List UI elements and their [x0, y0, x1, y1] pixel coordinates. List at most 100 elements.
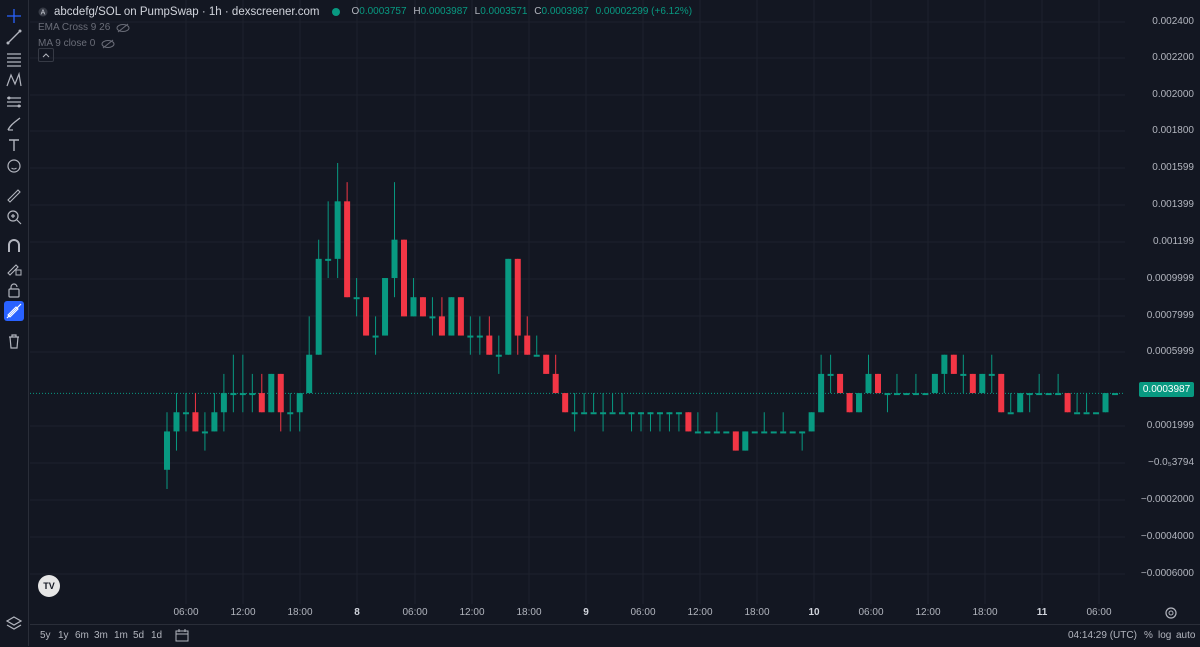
- candle-up: [600, 412, 607, 415]
- bottom-bar: 5y 1y 6m 3m 1m 5d 1d 04:14:29 (UTC) % lo…: [30, 624, 1200, 647]
- candle-up: [325, 258, 332, 261]
- range-3m[interactable]: 3m: [94, 630, 108, 641]
- candle-up: [818, 373, 825, 413]
- time-tick-label: 18:00: [287, 607, 313, 618]
- chart-grid: [30, 0, 1125, 604]
- candle-up: [448, 297, 455, 336]
- candles: [164, 162, 1118, 489]
- candle-up: [382, 278, 389, 336]
- candle-up: [638, 412, 644, 415]
- eye-hidden-icon[interactable]: [116, 23, 130, 33]
- candle-down: [552, 373, 559, 394]
- candle-up: [334, 201, 341, 259]
- trash-icon[interactable]: [4, 331, 24, 351]
- calendar-icon[interactable]: [175, 629, 189, 642]
- time-tick-label: 10: [808, 607, 820, 618]
- candle-up: [960, 373, 967, 376]
- zoom-in-icon[interactable]: [4, 207, 24, 227]
- candle-up: [979, 373, 986, 394]
- candle-down: [457, 297, 464, 336]
- emoji-icon[interactable]: [4, 156, 24, 176]
- percent-toggle[interactable]: %: [1144, 630, 1153, 641]
- candle-up: [922, 393, 929, 396]
- price-tick-label: 0.001800: [1152, 125, 1194, 136]
- brush-icon[interactable]: [4, 114, 24, 134]
- candle-up: [1007, 412, 1014, 415]
- ruler-icon[interactable]: [4, 186, 24, 206]
- candle-up: [609, 412, 616, 415]
- candle-up: [391, 239, 398, 279]
- price-tick-label: 0.0009999: [1146, 273, 1194, 284]
- log-toggle[interactable]: log: [1158, 630, 1172, 641]
- candle-down: [837, 373, 844, 394]
- candle-down: [401, 239, 407, 317]
- pattern-icon[interactable]: [4, 70, 24, 90]
- candle-up: [647, 412, 654, 415]
- indicator-ema[interactable]: EMA Cross 9 26: [38, 20, 692, 36]
- candle-up: [581, 412, 588, 415]
- range-5d[interactable]: 5d: [133, 630, 145, 641]
- measure-lines-icon[interactable]: [4, 92, 24, 112]
- candle-up: [1045, 393, 1052, 396]
- magnet-icon[interactable]: [4, 236, 24, 256]
- price-tick-label: 0.002200: [1152, 52, 1194, 63]
- candle-up: [1083, 412, 1090, 415]
- object-tree-icon[interactable]: [6, 615, 22, 631]
- candle-up: [296, 393, 303, 413]
- time-tick-label: 06:00: [630, 607, 656, 618]
- indicator-ma[interactable]: MA 9 close 0: [38, 36, 692, 52]
- candle-up: [656, 412, 663, 415]
- tradingview-logo[interactable]: TV: [38, 575, 60, 597]
- candle-up: [694, 431, 701, 434]
- range-1d[interactable]: 1d: [151, 630, 163, 641]
- range-1y[interactable]: 1y: [58, 630, 69, 641]
- fib-icon[interactable]: [4, 49, 24, 69]
- candle-up: [306, 354, 313, 394]
- price-tick-label: 0.002000: [1152, 89, 1194, 100]
- candle-up: [1102, 393, 1109, 413]
- candle-down: [732, 431, 739, 451]
- candle-up: [675, 412, 682, 415]
- chevron-up-icon: [42, 52, 50, 57]
- price-tick-label: 0.0005999: [1146, 346, 1194, 357]
- time-tick-label: 06:00: [173, 607, 199, 618]
- range-5y[interactable]: 5y: [40, 630, 51, 641]
- time-tick-label: 12:00: [915, 607, 941, 618]
- utc-clock[interactable]: 04:14:29 (UTC): [1068, 630, 1137, 641]
- candle-down: [969, 373, 976, 394]
- range-1m[interactable]: 1m: [114, 630, 128, 641]
- eye-hidden-icon[interactable]: [101, 39, 115, 49]
- candle-up: [268, 373, 275, 413]
- price-tick-label: −0.0006000: [1140, 568, 1194, 579]
- price-chart[interactable]: [30, 0, 1125, 604]
- collapse-legend-button[interactable]: [38, 48, 54, 62]
- lock-icon[interactable]: [4, 280, 24, 300]
- crosshair-icon[interactable]: [4, 6, 24, 26]
- candle-up: [903, 393, 910, 396]
- gear-icon[interactable]: [1164, 606, 1178, 620]
- hide-drawings-icon[interactable]: [4, 301, 24, 321]
- candle-up: [827, 373, 834, 376]
- candle-up: [808, 412, 815, 432]
- symbol-title: abcdefg/SOL on PumpSwap · 1h · dexscreen…: [54, 6, 320, 18]
- candle-up: [230, 393, 237, 396]
- range-6m[interactable]: 6m: [75, 630, 89, 641]
- price-tick-label: −0.0004000: [1140, 531, 1194, 542]
- candle-up: [1026, 393, 1033, 396]
- candle-up: [761, 431, 768, 434]
- time-tick-label: 06:00: [402, 607, 428, 618]
- candle-up: [713, 431, 720, 434]
- candle-up: [988, 373, 995, 376]
- text-icon[interactable]: [4, 135, 24, 155]
- candle-up: [1074, 412, 1081, 415]
- price-axis[interactable]: 0.002400 0.002200 0.002000 0.001800 0.001599…: [1125, 0, 1200, 604]
- price-tick-label: −0.0₅3794: [1147, 457, 1194, 468]
- time-tick-label: 18:00: [516, 607, 542, 618]
- auto-toggle[interactable]: auto: [1176, 630, 1196, 641]
- candle-down: [258, 393, 265, 413]
- time-axis[interactable]: 06:00 12:00 18:00 8 06:00 12:00 18:00 9 06:00 12:…: [30, 604, 1125, 624]
- candle-up: [372, 335, 379, 338]
- trend-line-icon[interactable]: [4, 27, 24, 47]
- lock-drawing-icon[interactable]: [4, 258, 24, 278]
- drawing-toolbar: [0, 0, 29, 646]
